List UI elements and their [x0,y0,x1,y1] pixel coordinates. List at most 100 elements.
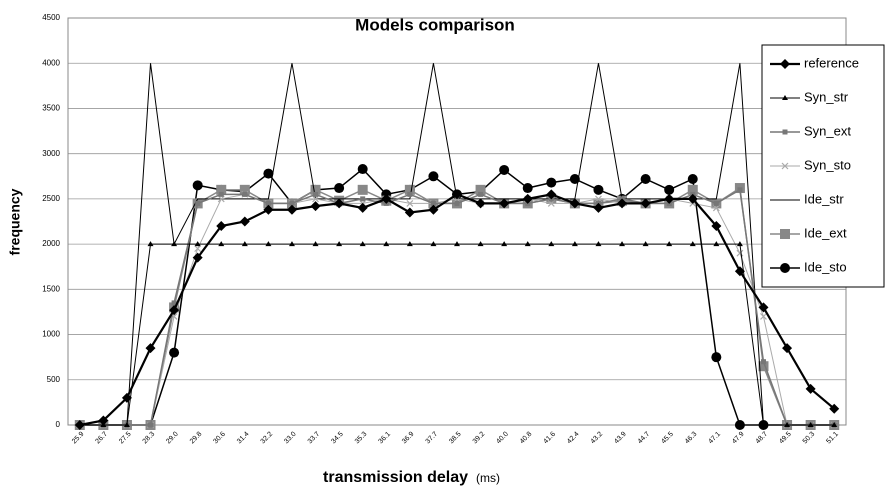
x-tick-label: 46.3 [684,431,699,446]
marker [760,359,766,365]
marker [547,199,555,207]
x-tick-label: 47.1 [707,431,722,446]
marker [194,245,202,253]
x-tick-label: 29.0 [165,431,180,446]
legend-marker [780,263,790,273]
x-tick-label: 29.8 [189,431,204,446]
marker [312,195,319,203]
marker [218,191,224,197]
marker [666,241,673,247]
marker [404,207,415,218]
series-line [79,193,835,426]
x-tick-label: 48.7 [755,431,770,446]
marker [288,241,295,247]
legend-marker [782,129,788,135]
marker [736,241,743,247]
marker [736,249,744,257]
marker [430,200,436,206]
x-tick-label: 40.0 [495,431,510,446]
legend-marker [782,95,788,100]
series [74,189,840,430]
marker [499,198,510,209]
marker [619,241,626,247]
legend-label: Syn_sto [804,157,851,172]
x-tick-label: 30.6 [212,431,227,446]
x-tick-label: 47.9 [731,431,746,446]
marker [74,420,85,430]
marker [758,302,769,313]
marker [286,204,297,215]
marker [194,241,201,247]
marker [782,343,793,354]
marker [829,403,840,414]
x-tick-label: 28.3 [142,431,157,446]
chart-title: Models comparison [355,15,515,34]
marker [478,191,484,197]
marker [569,198,580,209]
x-tick-label: 44.7 [637,431,652,446]
marker [169,305,180,316]
x-tick-label: 27.5 [118,431,133,446]
marker [454,200,460,206]
marker [737,187,743,193]
marker [336,241,343,247]
marker [454,241,460,247]
legend-marker [781,162,789,170]
marker [241,241,248,247]
x-tick-label: 49.5 [778,431,793,446]
marker [171,300,177,306]
y-tick-label: 1000 [42,330,60,339]
marker [147,241,154,247]
x-tick-label: 39.2 [472,431,487,446]
marker [522,183,533,194]
marker [263,168,274,179]
marker [711,352,722,363]
marker [687,173,698,184]
x-tick-label: 35.3 [354,431,369,446]
marker [712,204,720,212]
y-tick-label: 4000 [42,58,60,67]
marker [664,193,675,204]
marker [734,266,745,277]
y-tick-label: 1500 [42,284,60,293]
marker [357,164,368,175]
marker [407,191,413,197]
marker [689,241,696,247]
marker [404,184,415,195]
marker [313,191,319,197]
marker [406,241,413,247]
x-axis-unit: (ms) [476,471,500,485]
marker [310,184,321,195]
marker [357,202,368,213]
marker [242,191,248,197]
legend-label: reference [804,55,859,70]
x-tick-label: 36.1 [377,431,392,446]
marker [784,422,791,427]
marker [499,164,510,175]
marker [357,184,368,195]
marker [123,422,130,427]
plot-frame [67,17,847,426]
x-tick-label: 33.7 [307,431,322,446]
y-tick-label: 3500 [42,104,60,113]
x-tick-label: 37.7 [425,431,440,446]
x-tick-label: 50.3 [802,431,817,446]
y-tick-label: 0 [56,420,61,429]
marker [428,171,439,182]
marker [406,199,414,207]
marker [312,241,319,247]
marker [617,198,628,209]
marker [595,195,602,203]
marker [359,241,366,247]
marker [642,241,649,247]
marker [687,184,698,195]
series-line [79,188,835,426]
marker [687,193,698,204]
x-tick-label: 34.5 [330,431,345,446]
marker [501,241,508,247]
marker [428,204,439,215]
x-tick-label: 40.8 [519,431,534,446]
marker [524,241,531,247]
marker [807,422,814,427]
